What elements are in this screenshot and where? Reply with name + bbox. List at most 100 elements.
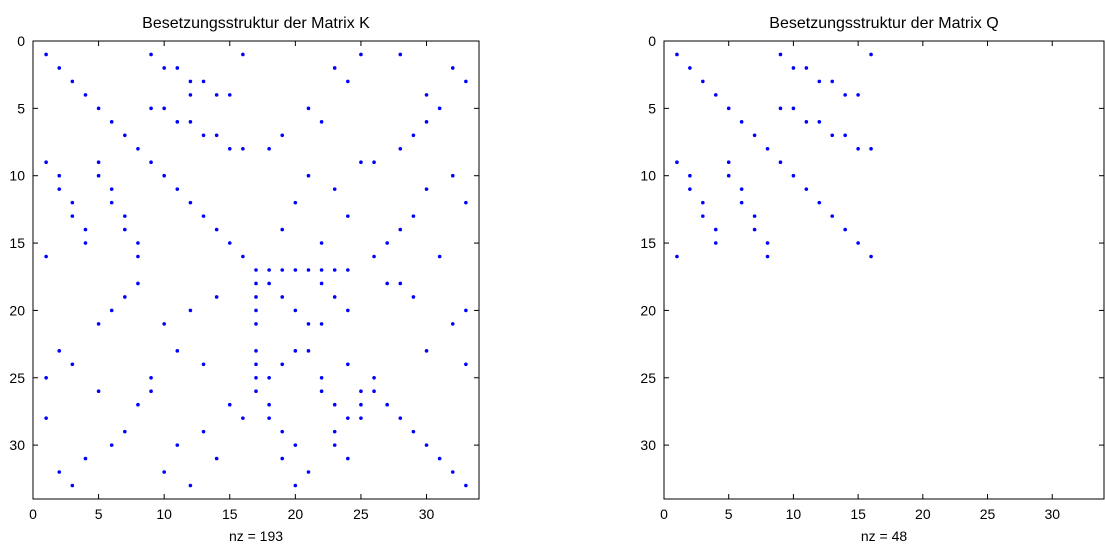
nonzero-marker	[856, 93, 860, 97]
x-tick-label: 25	[980, 506, 996, 522]
nonzero-marker	[869, 254, 873, 259]
nonzero-marker	[856, 241, 860, 245]
nonzero-marker	[214, 227, 219, 232]
nonzero-marker	[227, 146, 232, 151]
nonzero-marker	[201, 79, 206, 84]
nonzero-marker	[254, 295, 258, 299]
nonzero-marker	[83, 241, 88, 245]
nonzero-marker	[752, 133, 757, 138]
nonzero-marker	[280, 227, 285, 232]
nonzero-marker	[675, 254, 679, 259]
nonzero-marker	[70, 483, 75, 488]
nonzero-marker	[726, 106, 731, 111]
y-tick-label: 5	[648, 100, 656, 116]
nonzero-marker	[332, 443, 337, 447]
nonzero-marker	[241, 254, 245, 259]
nonzero-marker	[136, 146, 140, 151]
nonzero-marker	[109, 308, 114, 313]
nonzero-marker	[765, 241, 770, 245]
nonzero-marker	[109, 120, 114, 124]
nonzero-marker	[675, 160, 679, 165]
nonzero-marker	[123, 227, 127, 232]
nonzero-marker	[267, 416, 271, 420]
nonzero-marker	[346, 416, 350, 420]
x-tick-label: 5	[95, 506, 103, 522]
nonzero-marker	[175, 66, 180, 70]
nonzero-marker	[411, 295, 416, 299]
nonzero-marker	[319, 322, 324, 326]
nonzero-marker	[739, 200, 744, 205]
nonzero-marker	[123, 214, 127, 218]
nonzero-marker	[830, 133, 835, 138]
nonzero-marker	[437, 254, 442, 259]
nonzero-marker	[162, 173, 166, 178]
nonzero-marker	[188, 120, 193, 124]
nonzero-marker	[306, 470, 311, 474]
nonzero-marker	[188, 308, 193, 313]
nonzero-marker	[752, 214, 757, 218]
spy-plot-matrix-k: Besetzungsstruktur der Matrix K 0 5 10 15 20…	[9, 15, 480, 544]
nonzero-marker	[306, 349, 311, 353]
nonzero-marker	[162, 106, 166, 111]
nonzero-marker	[437, 456, 442, 461]
nonzero-marker	[149, 106, 153, 111]
nonzero-marker	[346, 79, 350, 84]
nonzero-marker	[332, 295, 337, 299]
x-tick-label: 15	[850, 506, 866, 522]
nonzero-marker	[96, 322, 101, 326]
nonzero-marker	[44, 52, 48, 57]
nonzero-marker	[346, 308, 350, 313]
x-axis-label: nz = 193	[229, 528, 283, 544]
nonzero-marker	[201, 429, 206, 434]
data-markers	[44, 52, 468, 488]
nonzero-marker	[293, 483, 298, 488]
nonzero-marker	[293, 349, 298, 353]
plot-area	[663, 40, 1105, 500]
nonzero-marker	[188, 79, 193, 84]
nonzero-marker	[372, 389, 376, 394]
nonzero-marker	[817, 200, 822, 205]
nonzero-marker	[254, 281, 258, 286]
nonzero-marker	[332, 66, 337, 70]
nonzero-marker	[306, 106, 311, 111]
nonzero-marker	[843, 227, 847, 232]
nonzero-marker	[332, 187, 337, 191]
chart-title: Besetzungsstruktur der Matrix K	[142, 15, 370, 32]
nonzero-marker	[464, 362, 468, 367]
data-markers	[675, 52, 873, 259]
nonzero-marker	[332, 402, 337, 407]
y-tick-label: 25	[640, 370, 656, 386]
x-tick-label: 10	[156, 506, 172, 522]
nonzero-marker	[701, 79, 705, 84]
nonzero-marker	[726, 160, 731, 165]
nonzero-marker	[188, 93, 193, 97]
nonzero-marker	[450, 322, 455, 326]
nonzero-marker	[856, 146, 860, 151]
nonzero-marker	[346, 268, 350, 272]
nonzero-marker	[817, 79, 822, 84]
nonzero-marker	[713, 227, 718, 232]
nonzero-marker	[149, 389, 153, 394]
nonzero-marker	[201, 214, 206, 218]
y-tick-label: 15	[640, 235, 656, 251]
nonzero-marker	[44, 254, 48, 259]
nonzero-marker	[136, 402, 140, 407]
nonzero-marker	[688, 173, 692, 178]
nonzero-marker	[280, 295, 285, 299]
x-tick-label: 5	[725, 506, 733, 522]
nonzero-marker	[136, 241, 140, 245]
nonzero-marker	[267, 402, 271, 407]
nonzero-marker	[70, 214, 75, 218]
nonzero-marker	[869, 52, 873, 57]
nonzero-marker	[201, 362, 206, 367]
nonzero-marker	[149, 52, 153, 57]
y-tick-label: 20	[640, 302, 656, 318]
nonzero-marker	[83, 227, 88, 232]
x-tick-label: 30	[419, 506, 435, 522]
nonzero-marker	[398, 416, 403, 420]
x-tick-label: 10	[786, 506, 802, 522]
nonzero-marker	[765, 254, 770, 259]
nonzero-marker	[123, 295, 127, 299]
x-tick-label: 15	[222, 506, 238, 522]
nonzero-marker	[701, 200, 705, 205]
